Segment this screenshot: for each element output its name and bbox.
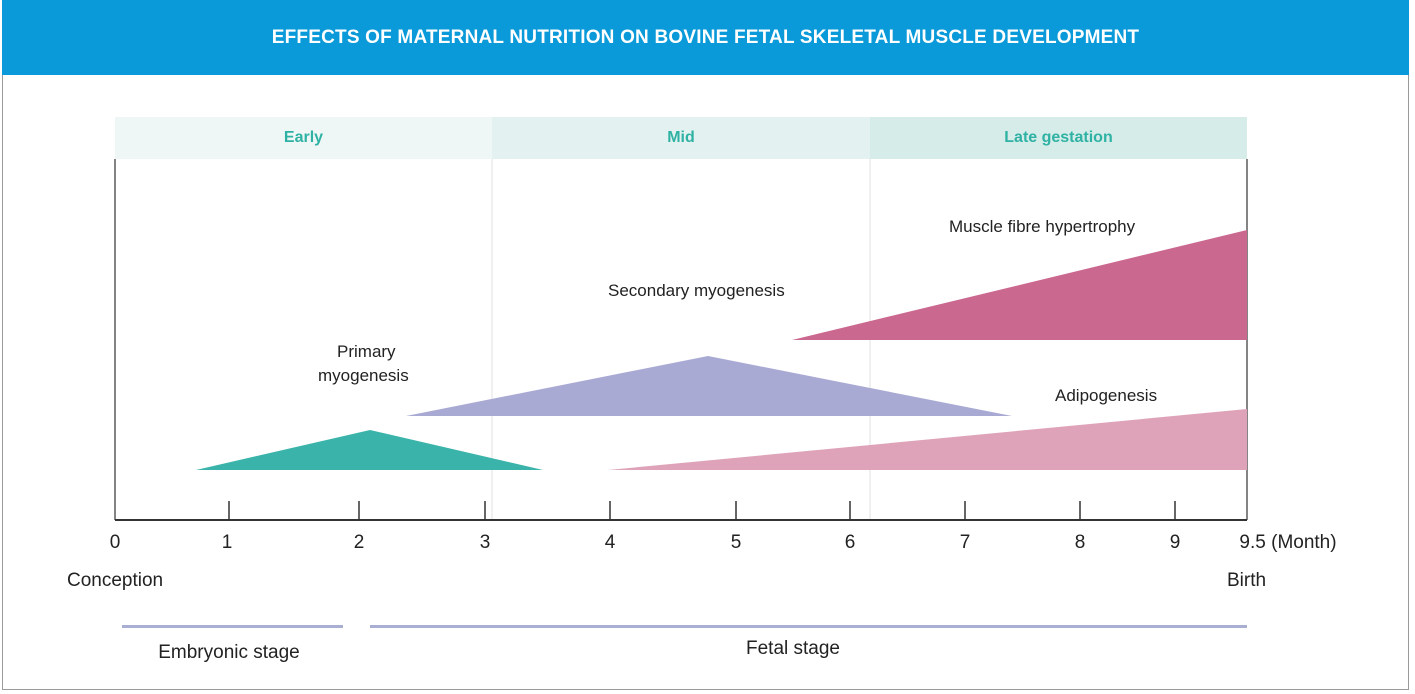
primary-myogenesis-label-2: myogenesis: [318, 366, 409, 385]
phase-late: Late gestation: [870, 117, 1247, 159]
tick-label-0: 0: [109, 532, 121, 553]
phase-early: Early: [115, 117, 492, 159]
tick-label-3: 3: [479, 532, 491, 553]
fetal-stage-label: Fetal stage: [746, 638, 840, 659]
hypertrophy-shape: [792, 230, 1247, 340]
title-banner: EFFECTS OF MATERNAL NUTRITION ON BOVINE …: [2, 0, 1409, 75]
tick-label-6: 6: [844, 532, 856, 553]
primary-myogenesis-label-1: Primary: [337, 342, 396, 361]
tick-label-2: 2: [353, 532, 365, 553]
tick-label-8: 8: [1074, 532, 1086, 553]
fetal-stage-line: [370, 625, 1247, 628]
secondary-myogenesis-shape: [406, 356, 1012, 416]
primary-myogenesis-shape: [196, 430, 543, 470]
tick-label-1: 1: [221, 532, 233, 553]
tick-label-end: 9.5 (Month): [1239, 532, 1337, 553]
embryonic-stage-label: Embryonic stage: [158, 642, 300, 663]
conception-label: Conception: [67, 570, 164, 591]
figure-title: EFFECTS OF MATERNAL NUTRITION ON BOVINE …: [271, 26, 1140, 48]
adipogenesis-label: Adipogenesis: [1055, 386, 1158, 405]
secondary-myogenesis-label: Secondary myogenesis: [608, 281, 785, 300]
phase-mid-label: Mid: [667, 129, 695, 146]
tick-label-5: 5: [730, 532, 742, 553]
phase-early-label: Early: [283, 129, 324, 146]
tick-label-7: 7: [959, 532, 971, 553]
birth-label: Birth: [1227, 570, 1267, 591]
tick-label-4: 4: [604, 532, 616, 553]
embryonic-stage-line: [122, 625, 343, 628]
tick-label-9: 9: [1169, 532, 1181, 553]
adipogenesis-shape: [608, 409, 1247, 470]
phase-mid: Mid: [492, 117, 870, 159]
phase-late-label: Late gestation: [1004, 129, 1113, 146]
hypertrophy-label: Muscle fibre hypertrophy: [949, 217, 1136, 236]
